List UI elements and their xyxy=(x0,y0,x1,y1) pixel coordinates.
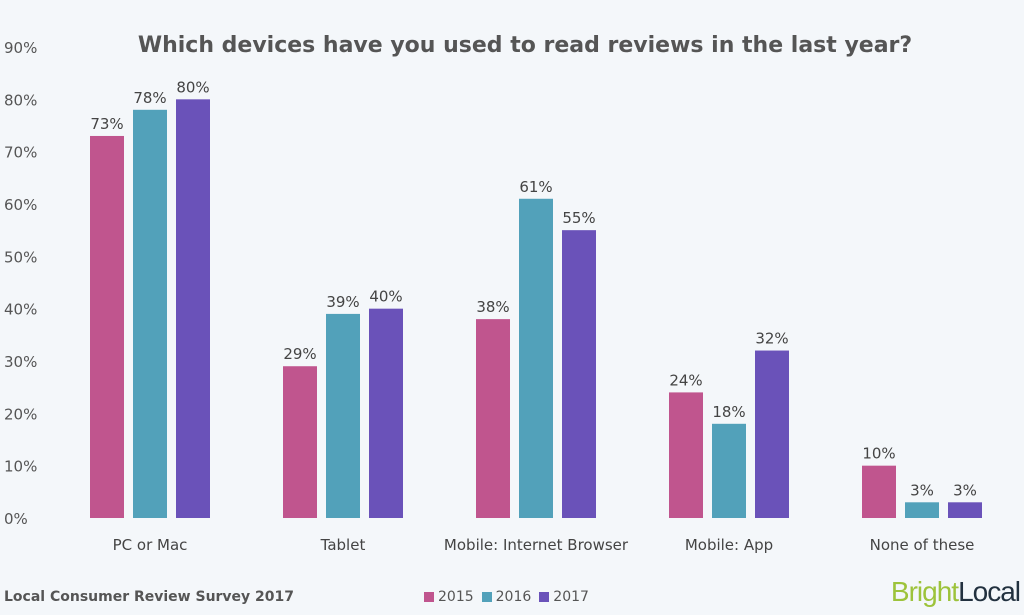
legend-item-2017: 2017 xyxy=(539,589,589,605)
data-label: 73% xyxy=(90,115,123,133)
legend-swatch-2016 xyxy=(481,592,492,602)
chart-title: Which devices have you used to read revi… xyxy=(138,33,912,58)
y-tick-label: 20% xyxy=(4,405,37,423)
legend-label: 2015 xyxy=(438,589,474,605)
bar-2015 xyxy=(476,319,510,518)
bar-2017 xyxy=(562,230,596,518)
bar-2017 xyxy=(755,350,789,518)
y-tick-label: 40% xyxy=(4,301,37,319)
y-tick-label: 60% xyxy=(4,196,37,214)
bar-chart: Which devices have you used to read revi… xyxy=(4,33,982,554)
data-label: 24% xyxy=(669,371,702,389)
x-tick-label: Tablet xyxy=(320,536,366,554)
data-label: 78% xyxy=(133,89,166,107)
data-label: 55% xyxy=(562,209,595,227)
y-tick-label: 0% xyxy=(4,510,28,528)
x-tick-label: Mobile: Internet Browser xyxy=(444,536,629,554)
bar-2015 xyxy=(283,366,317,518)
data-label: 3% xyxy=(953,481,977,499)
legend-label: 2017 xyxy=(553,589,589,605)
legend: 2015 2016 2017 xyxy=(424,589,589,605)
data-label: 29% xyxy=(283,345,316,363)
data-label: 39% xyxy=(326,293,359,311)
y-tick-label: 80% xyxy=(4,91,37,109)
y-tick-label: 70% xyxy=(4,144,37,162)
x-tick-label: Mobile: App xyxy=(685,536,773,554)
bar-2016 xyxy=(519,198,553,518)
bar-2017 xyxy=(176,99,210,518)
bar-2016 xyxy=(905,502,939,518)
bar-2017 xyxy=(948,502,982,518)
data-label: 61% xyxy=(519,178,552,196)
bar-2015 xyxy=(862,465,896,518)
bar-2015 xyxy=(669,392,703,518)
bar-2016 xyxy=(712,423,746,518)
x-tick-label: None of these xyxy=(870,536,975,554)
data-label: 3% xyxy=(910,481,934,499)
data-label: 38% xyxy=(476,298,509,316)
legend-item-2016: 2016 xyxy=(481,589,532,605)
data-label: 18% xyxy=(712,403,745,421)
bar-2017 xyxy=(369,308,403,518)
data-label: 80% xyxy=(176,78,209,96)
bar-2016 xyxy=(133,109,167,519)
y-tick-label: 30% xyxy=(4,353,37,371)
legend-swatch-2017 xyxy=(539,592,550,602)
bar-2016 xyxy=(326,313,360,518)
logo-local: Local xyxy=(958,576,1021,607)
logo-bright: Bright xyxy=(890,576,959,607)
x-tick-label: PC or Mac xyxy=(113,536,188,554)
brightlocal-logo: BrightLocal xyxy=(890,576,1021,608)
legend-item-2015: 2015 xyxy=(424,589,474,605)
y-tick-label: 10% xyxy=(4,458,37,476)
data-label: 40% xyxy=(369,288,402,306)
legend-label: 2016 xyxy=(495,589,532,605)
bar-2015 xyxy=(90,135,124,518)
data-label: 32% xyxy=(755,330,788,348)
legend-swatch-2015 xyxy=(424,592,434,602)
y-tick-label: 50% xyxy=(4,248,37,266)
y-tick-label: 90% xyxy=(4,39,37,57)
data-label: 10% xyxy=(862,445,895,463)
survey-source: Local Consumer Review Survey 2017 xyxy=(4,589,295,605)
